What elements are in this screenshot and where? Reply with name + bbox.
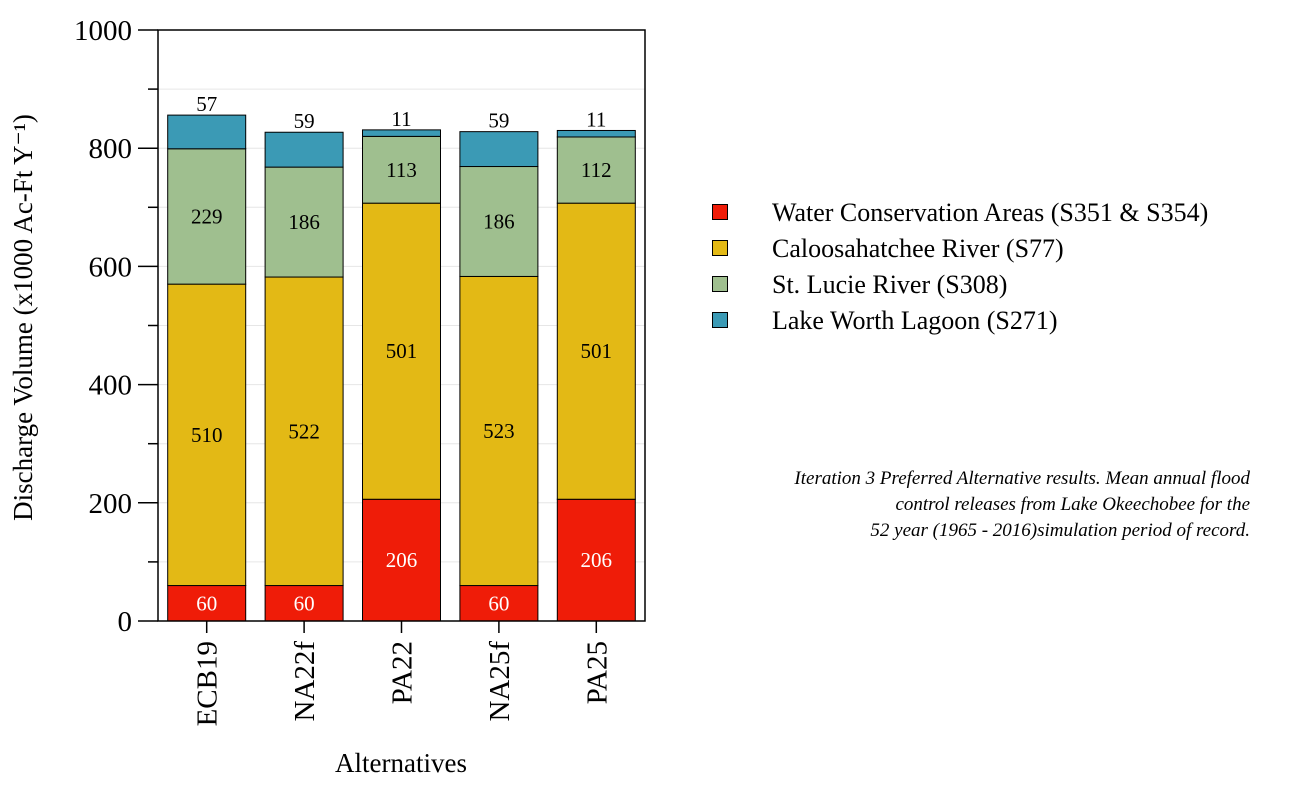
bar-segment — [264, 585, 344, 622]
data-label: 113 — [386, 158, 417, 182]
data-label: 206 — [386, 548, 418, 572]
y-tick-label: 200 — [89, 488, 133, 520]
data-label: 186 — [483, 209, 515, 233]
x-tick-label: NA25f — [484, 641, 516, 722]
y-tick-label: 1000 — [74, 15, 132, 47]
figure-caption: Iteration 3 Preferred Alternative result… — [650, 466, 1250, 544]
data-label: 11 — [586, 107, 606, 131]
bar-segment — [556, 202, 636, 500]
legend-swatch — [712, 312, 728, 328]
caption-line: control releases from Lake Okeechobee fo… — [895, 494, 1250, 515]
x-tick-label: PA25 — [581, 641, 613, 704]
data-label: 59 — [294, 109, 315, 133]
y-tick-label: 800 — [89, 133, 133, 165]
y-axis-title: Discharge Volume (x1000 Ac-Ft Y⁻¹) — [8, 114, 38, 521]
data-label: 59 — [488, 109, 509, 133]
x-axis-title: Alternatives — [335, 748, 467, 778]
bar-segment — [556, 498, 636, 622]
data-label: 501 — [386, 339, 418, 363]
bar-segment — [264, 166, 344, 278]
legend-swatch — [712, 276, 728, 292]
bar-segment — [459, 275, 539, 587]
x-tick-label: PA22 — [387, 641, 419, 704]
bar-segment — [264, 276, 344, 587]
legend-label: Caloosahatchee River (S77) — [772, 234, 1064, 263]
y-tick-label: 0 — [118, 606, 133, 638]
bar-segment — [167, 148, 247, 285]
bar-segment — [459, 131, 539, 168]
data-label: 501 — [581, 339, 613, 363]
y-tick-label: 400 — [89, 370, 133, 402]
data-label: 522 — [288, 419, 320, 443]
bar-segment — [362, 202, 441, 500]
bar-segment — [167, 114, 247, 150]
data-label: 60 — [196, 591, 217, 615]
bar-segment — [362, 129, 441, 137]
data-label: 523 — [483, 419, 515, 443]
data-label: 229 — [191, 204, 223, 228]
caption-line: 52 year (1965 - 2016)simulation period o… — [870, 520, 1250, 541]
bar-segment — [264, 131, 344, 168]
bar-segment — [167, 283, 247, 587]
x-tick-label: NA22f — [289, 641, 321, 722]
legend-swatch — [712, 240, 728, 256]
data-label: 60 — [294, 591, 315, 615]
bar-segment — [362, 135, 441, 204]
x-tick-label: ECB19 — [192, 641, 224, 726]
data-label: 510 — [191, 423, 223, 447]
legend-label: Water Conservation Areas (S351 & S354) — [772, 198, 1209, 227]
y-tick-label: 600 — [89, 251, 133, 283]
bar-segment — [167, 585, 247, 622]
data-label: 11 — [391, 107, 411, 131]
caption-line: Iteration 3 Preferred Alternative result… — [794, 468, 1250, 489]
bar-segment — [459, 166, 539, 277]
legend-swatch — [712, 204, 728, 220]
data-label: 57 — [196, 92, 217, 116]
data-label: 186 — [288, 210, 320, 234]
bar-segment — [459, 585, 539, 622]
data-label: 206 — [581, 548, 613, 572]
data-label: 112 — [581, 158, 612, 182]
legend-label: Lake Worth Lagoon (S271) — [772, 306, 1058, 335]
bar-segment — [362, 498, 441, 622]
legend-label: St. Lucie River (S308) — [772, 270, 1008, 299]
bar-segment — [556, 129, 636, 138]
bar-segment — [556, 136, 636, 204]
data-label: 60 — [488, 591, 509, 615]
